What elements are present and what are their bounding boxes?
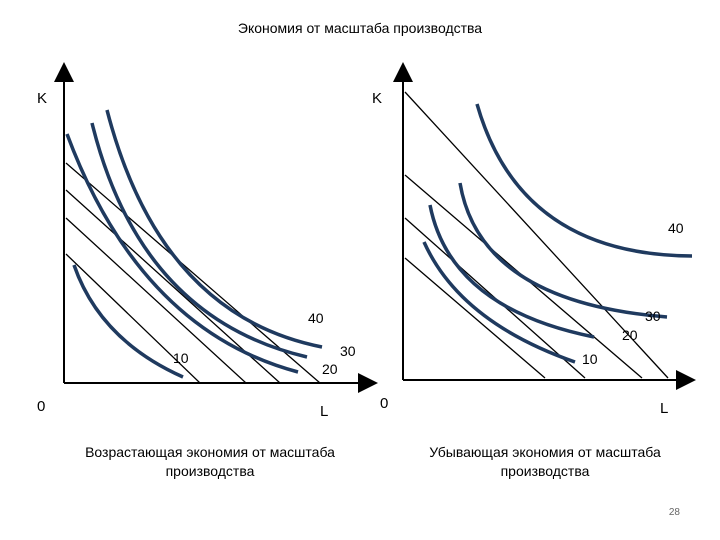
- right-isoquant-40: [475, 103, 693, 258]
- right-iso-label-20: 20: [622, 327, 638, 343]
- left-isoquant-30: [90, 122, 308, 359]
- right-iso-label-40: 40: [668, 220, 684, 236]
- right-caption-line1: Убывающая экономия от масштаба: [429, 444, 661, 460]
- left-isocost-line-1: [65, 253, 201, 384]
- right-isocost-line-4: [404, 91, 669, 379]
- left-k-label: K: [37, 90, 48, 107]
- right-iso-label-10: 10: [582, 351, 598, 367]
- left-caption: Возрастающая экономия от масштаба произв…: [40, 443, 380, 481]
- left-isoquant-20: [65, 133, 299, 374]
- right-k-label: K: [372, 90, 383, 107]
- right-iso-label-30: 30: [645, 308, 661, 324]
- right-isoquant-10: [422, 241, 576, 364]
- right-isoquant-20: [428, 204, 595, 339]
- right-origin-label: 0: [380, 395, 389, 412]
- right-isoquant-30: [458, 182, 668, 319]
- left-iso-label-20: 20: [322, 361, 338, 377]
- left-isocost-line-4: [65, 162, 321, 384]
- left-caption-line1: Возрастающая экономия от масштаба: [85, 444, 335, 460]
- left-l-label: L: [320, 403, 329, 420]
- left-origin-label: 0: [37, 398, 46, 415]
- left-iso-label-30: 30: [340, 343, 356, 359]
- left-caption-line2: производства: [165, 463, 255, 479]
- left-isocost-line-2: [65, 217, 247, 384]
- left-isoquant-40: [105, 109, 323, 349]
- right-isocost-line-1: [404, 257, 546, 379]
- right-l-label: L: [660, 400, 669, 417]
- left-iso-label-10: 10: [173, 350, 189, 366]
- left-iso-label-40: 40: [308, 310, 324, 326]
- left-isoquant-10: [72, 264, 184, 379]
- right-caption-line2: производства: [500, 463, 590, 479]
- slide-title: Экономия от масштаба производства: [237, 20, 483, 36]
- page-number: 28: [668, 507, 680, 518]
- right-caption: Убывающая экономия от масштаба производс…: [390, 443, 700, 481]
